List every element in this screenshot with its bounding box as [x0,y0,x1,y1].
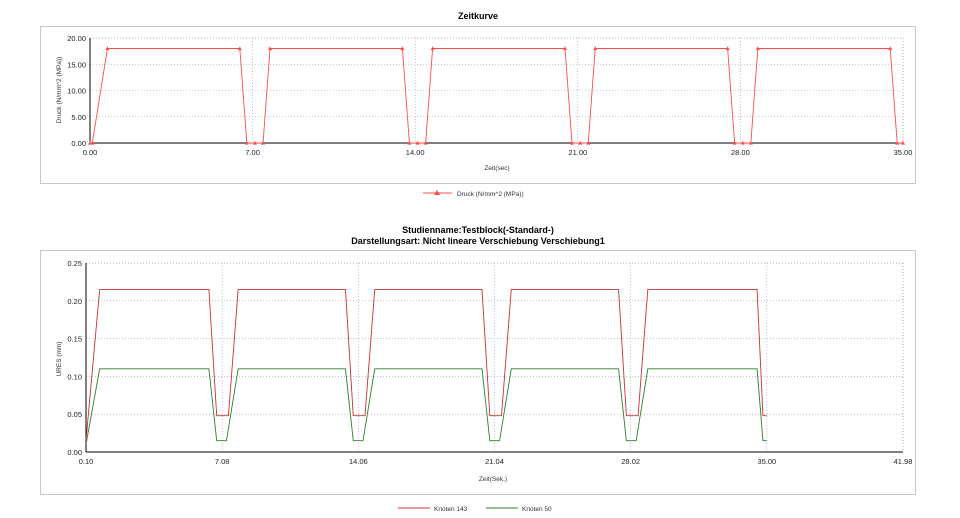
chart1-y-axis-label: Druck (N/mm^2 (MPa)) [56,57,63,124]
chart2-x-tick-label: 28.02 [621,457,640,466]
chart1-data-point [740,140,745,145]
chart2-y-axis-label: URES (mm) [56,341,63,376]
chart2-y-tick-label: 0.00 [67,448,82,457]
pressure-time-chart: 0.00 5.00 10.00 15.00 20.00 0.00 7.00 14.00 21.0… [56,11,912,198]
chart2-y-tick-label: 0.25 [67,259,82,268]
chart1-x-tick-label: 0.00 [83,148,98,157]
chart1-data-point [569,140,574,145]
chart1-x-tick-label: 28.00 [731,148,750,157]
chart2-x-tick-label: 0.10 [79,457,94,466]
chart2-y-tick-label: 0.05 [67,410,82,419]
displacement-chart-panel [40,250,916,495]
chart1-data-point [725,46,730,51]
chart1-data-point [586,140,591,145]
chart1-legend-label: Druck (N/mm^2 (MPa)) [457,191,524,198]
chart1-data-point [748,140,753,145]
chart1-x-tick-label: 7.00 [245,148,260,157]
chart1-series-1-line [90,48,903,144]
chart2-subtitle: Darstellungsart: Nicht lineare Verschieb… [351,236,605,246]
chart1-data-point [430,46,435,51]
chart2-series-2-line [85,368,767,445]
chart1-x-tick-label: 21.00 [568,148,587,157]
chart1-legend-marker [434,190,440,195]
chart2-x-axis-label: Zeit(Sek.) [479,476,507,483]
chart1-plot-area: 0.00 5.00 10.00 15.00 20.00 0.00 7.00 14.00 21.0… [67,34,912,157]
chart1-y-tick-label: 15.00 [67,60,86,69]
chart2-x-tick-label: 7.08 [215,457,230,466]
chart1-data-point [423,140,428,145]
chart1-data-point [578,140,583,145]
chart1-data-point [895,140,900,145]
chart1-data-point [237,46,242,51]
chart1-data-point [415,140,420,145]
chart2-title: Studienname:Testblock(-Standard-) [402,225,554,235]
chart1-legend: Druck (N/mm^2 (MPa)) [423,190,524,198]
chart2-y-tick-label: 0.10 [67,372,82,381]
chart1-x-tick-label: 14.00 [406,148,425,157]
chart1-data-point [593,46,598,51]
chart1-y-tick-label: 10.00 [67,87,86,96]
chart2-series-1-line [85,289,767,441]
chart2-x-tick-label: 14.06 [349,457,368,466]
chart2-y-tick-label: 0.20 [67,297,82,306]
chart1-data-point [407,140,412,145]
chart2-x-tick-label: 21.04 [485,457,504,466]
chart1-data-point [252,140,257,145]
chart1-title: Zeitkurve [458,11,498,21]
chart1-y-tick-label: 0.00 [71,139,86,148]
chart2-legend-label-2: Knoten 50 [522,506,552,513]
chart1-y-tick-label: 20.00 [67,34,86,43]
chart1-x-axis-label: Zeit(sec) [484,165,509,172]
chart1-data-point [244,140,249,145]
chart2-legend: Knoten 143 Knoten 50 [398,506,552,513]
chart1-data-point [261,140,266,145]
chart1-data-point [732,140,737,145]
chart1-data-point [268,46,273,51]
chart2-x-tick-label: 35.00 [757,457,776,466]
chart1-x-tick-label: 35.00 [894,148,913,157]
chart2-y-tick-label: 0.15 [67,335,82,344]
chart2-plot-area: 0.00 0.05 0.10 0.15 0.20 0.25 0.10 7.08 14.06 21.… [67,259,912,466]
pressure-chart-panel [40,26,916,184]
chart1-data-point [105,46,110,51]
chart1-data-point [563,46,568,51]
chart1-data-point [400,46,405,51]
chart1-data-point [90,140,95,145]
chart1-data-point [755,46,760,51]
chart2-legend-label-1: Knoten 143 [434,506,468,513]
chart1-y-tick-label: 5.00 [71,113,86,122]
chart1-data-point [901,140,905,145]
chart1-data-point [888,46,893,51]
chart2-x-tick-label: 41.98 [894,457,913,466]
